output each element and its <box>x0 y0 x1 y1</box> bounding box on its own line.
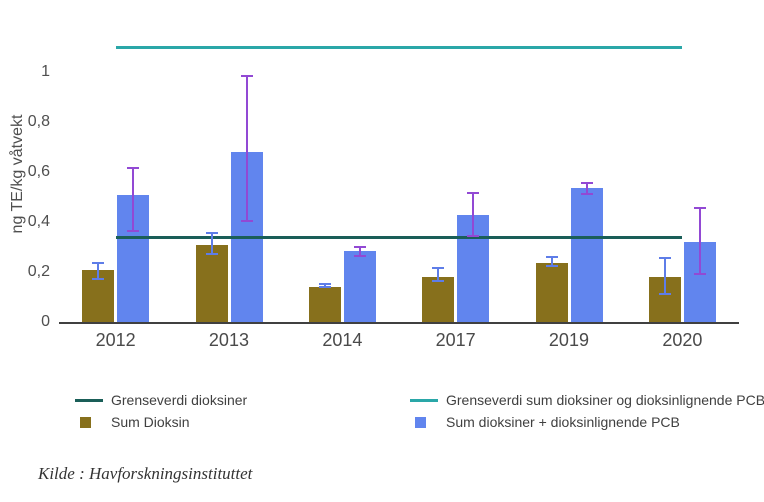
error-bar-sum-dioksin-2012 <box>92 262 105 280</box>
y-axis-tick-0: 0 <box>41 313 50 330</box>
legend-column-left: Grenseverdi dioksiner Sum Dioksin <box>75 389 247 433</box>
x-axis-label-2014: 2014 <box>322 330 363 350</box>
error-bar-sum-pcb-2013 <box>240 74 253 222</box>
bar-sum-dioksin-2017[interactable] <box>422 277 455 322</box>
error-bar-sum-dioksin-2020 <box>658 257 671 295</box>
legend-square-swatch-sum-dioksin <box>75 416 103 428</box>
error-bar-sum-pcb-2017 <box>467 192 480 237</box>
x-axis-label-2013: 2013 <box>208 330 249 350</box>
source-caption: Kilde : Havforskningsinstituttet <box>38 464 253 483</box>
bar-sum-pcb-2019[interactable] <box>570 188 603 322</box>
x-axis-label-2020: 2020 <box>662 330 703 350</box>
y-axis-ticks: 0 0,2 0,4 0,6 0,8 1 <box>0 22 50 330</box>
y-axis-tick-1: 1 <box>41 63 50 80</box>
x-axis-label-2019: 2019 <box>548 330 589 350</box>
bar-sum-pcb-2014[interactable] <box>343 250 376 322</box>
x-axis-label-2012: 2012 <box>95 330 136 350</box>
legend-item-grenseverdi-dioksiner[interactable]: Grenseverdi dioksiner <box>75 389 247 411</box>
reference-line-grenseverdi-dioksiner <box>115 235 683 239</box>
y-axis-tick-0,4: 0,4 <box>27 213 50 230</box>
error-bar-sum-dioksin-2019 <box>545 255 558 268</box>
y-axis-tick-0,8: 0,8 <box>27 113 50 130</box>
legend-item-grenseverdi-sum-pcb[interactable]: Grenseverdi sum dioksiner og dioksinlign… <box>410 389 764 411</box>
legend-label: Grenseverdi dioksiner <box>111 392 248 408</box>
legend-line-swatch-sum-pcb <box>410 398 438 402</box>
x-axis-label-2017: 2017 <box>435 330 476 350</box>
y-axis-tick-0,2: 0,2 <box>27 263 50 280</box>
legend-square-swatch-sum-pcb <box>410 416 438 428</box>
bar-sum-dioksin-2019[interactable] <box>535 263 568 322</box>
legend-label: Sum dioksiner + dioksinlignende PCB <box>446 414 680 430</box>
error-bar-sum-pcb-2020 <box>693 207 706 275</box>
legend-item-sum-pcb[interactable]: Sum dioksiner + dioksinlignende PCB <box>410 411 764 433</box>
plot-area <box>59 22 739 324</box>
error-bar-sum-dioksin-2013 <box>205 232 218 255</box>
bar-sum-dioksin-2014[interactable] <box>308 287 341 322</box>
error-bar-sum-dioksin-2014 <box>318 283 331 289</box>
reference-line-grenseverdi-sum-pcb <box>115 45 683 49</box>
legend-column-right: Grenseverdi sum dioksiner og dioksinlign… <box>410 389 764 433</box>
error-bar-sum-pcb-2014 <box>353 245 366 258</box>
legend-label: Sum Dioksin <box>111 414 190 430</box>
legend-line-swatch-dioksiner <box>75 398 103 402</box>
y-axis-tick-0,6: 0,6 <box>27 163 50 180</box>
error-bar-sum-pcb-2019 <box>580 182 593 195</box>
bar-sum-dioksin-2013[interactable] <box>195 244 228 322</box>
error-bar-sum-pcb-2012 <box>127 167 140 232</box>
legend-item-sum-dioksin[interactable]: Sum Dioksin <box>75 411 247 433</box>
x-axis-labels: 2012 2013 2014 2017 2019 2020 <box>59 330 739 354</box>
error-bar-sum-dioksin-2017 <box>432 267 445 282</box>
legend-label: Grenseverdi sum dioksiner og dioksinlign… <box>446 392 764 408</box>
